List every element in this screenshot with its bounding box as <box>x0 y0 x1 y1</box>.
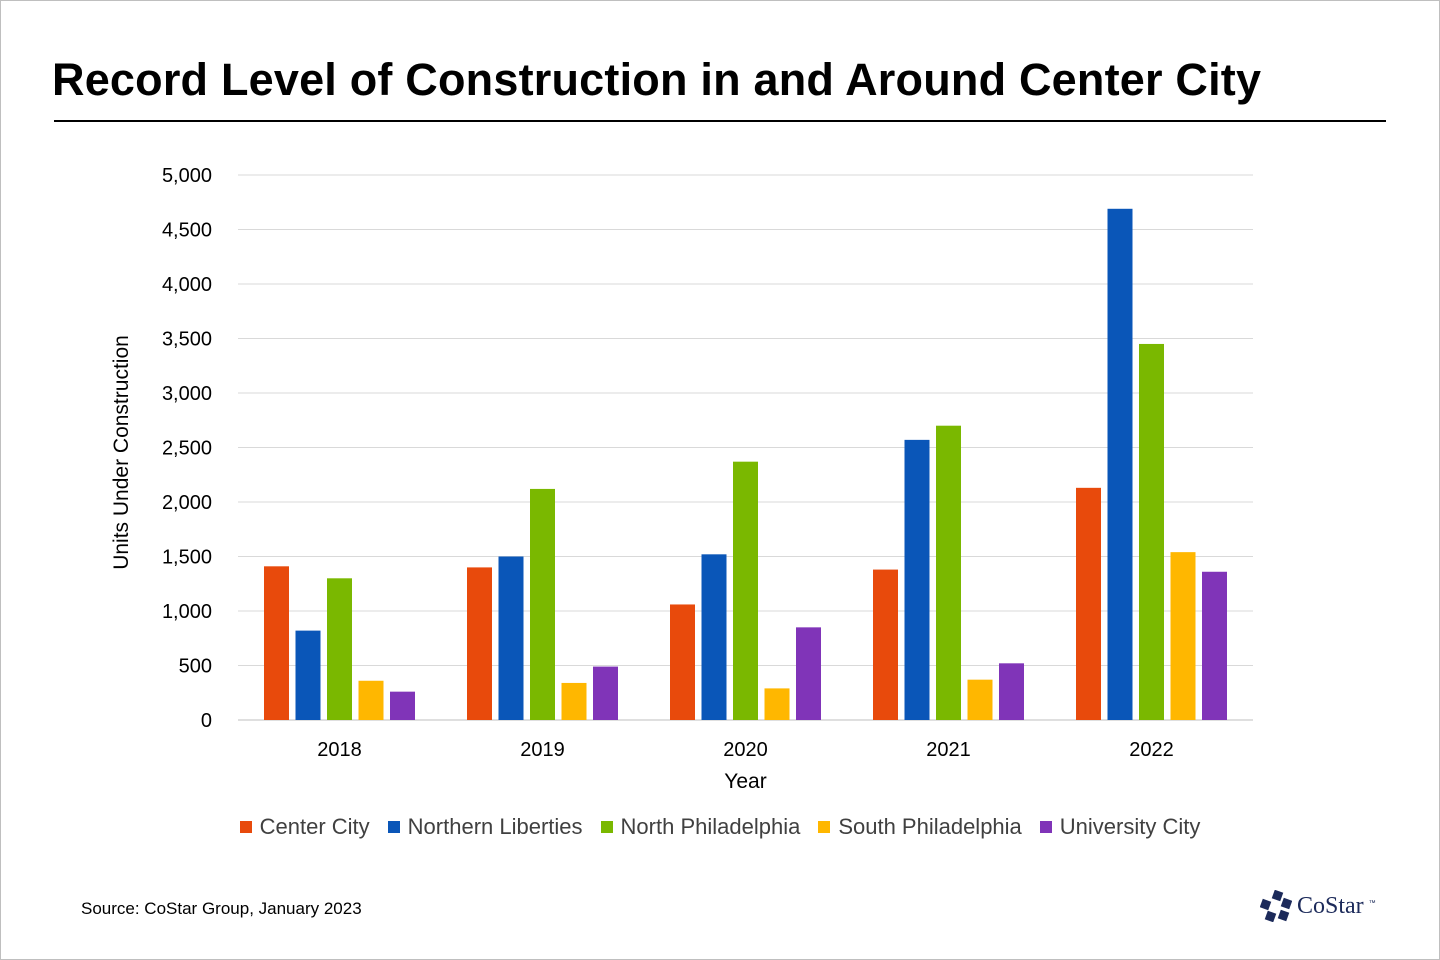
logo-trademark: ™ <box>1368 900 1376 907</box>
bar <box>295 630 321 720</box>
bar <box>904 439 930 720</box>
legend-label: North Philadelphia <box>620 814 801 839</box>
legend-item: North Philadelphia <box>600 814 801 840</box>
legend-swatch <box>1039 821 1052 833</box>
costar-star-icon <box>1260 890 1292 922</box>
legend-item: University City <box>1039 814 1201 840</box>
y-tick-label: 2,500 <box>162 438 212 460</box>
bar <box>733 461 758 720</box>
bars <box>264 208 1227 721</box>
y-tick-label: 4,500 <box>162 220 212 242</box>
legend-swatch <box>600 821 613 833</box>
y-tick-label: 0 <box>201 710 212 732</box>
legend-swatch <box>818 821 831 833</box>
y-tick-label: 3,000 <box>162 383 212 405</box>
y-tick-label: 5,000 <box>162 165 212 187</box>
bar <box>1202 571 1227 720</box>
logo-text: CoStar <box>1297 892 1364 919</box>
y-tick-label: 3,500 <box>162 329 212 351</box>
bar <box>701 554 727 720</box>
legend: Center City Northern Liberties North Phila… <box>0 814 1440 840</box>
source-note: Source: CoStar Group, January 2023 <box>81 899 362 918</box>
bar <box>593 666 618 720</box>
bar <box>1107 208 1133 721</box>
bar <box>764 688 790 720</box>
x-axis-ticks: 2018 2019 2020 2021 2022 <box>317 739 1174 761</box>
bar <box>327 578 352 720</box>
bar <box>390 691 415 720</box>
bar <box>873 569 898 720</box>
y-tick-label: 2,000 <box>162 492 212 514</box>
y-axis-title: Units Under Construction <box>110 335 133 570</box>
y-axis-ticks: 0 500 1,000 1,500 2,000 2,500 3,000 3,500 4,000 4… <box>162 165 212 732</box>
x-axis-title: Year <box>724 770 766 793</box>
x-tick-label: 2019 <box>520 739 565 761</box>
bar <box>498 556 524 720</box>
x-tick-label: 2022 <box>1129 739 1174 761</box>
bar <box>467 567 492 720</box>
legend-label: Northern Liberties <box>407 814 583 839</box>
bar <box>999 663 1024 720</box>
legend-label: University City <box>1059 814 1201 839</box>
bar <box>1076 487 1101 720</box>
x-tick-label: 2020 <box>723 739 768 761</box>
bar <box>1139 343 1164 720</box>
bar <box>264 566 289 720</box>
legend-label: Center City <box>259 814 370 839</box>
title-divider <box>54 120 1386 122</box>
costar-logo: CoStar ™ <box>1260 890 1376 922</box>
legend-item: South Philadelphia <box>818 814 1022 840</box>
bar <box>530 488 555 720</box>
bar <box>561 682 587 720</box>
legend-item: Center City <box>239 814 370 840</box>
bar <box>670 604 695 720</box>
chart-title: Record Level of Construction in and Arou… <box>52 54 1262 105</box>
x-tick-label: 2018 <box>317 739 362 761</box>
legend-swatch <box>387 821 400 833</box>
bar <box>1170 552 1196 720</box>
y-tick-label: 4,000 <box>162 274 212 296</box>
legend-item: Northern Liberties <box>387 814 583 840</box>
y-tick-label: 500 <box>179 656 212 678</box>
legend-swatch <box>239 821 252 833</box>
y-tick-label: 1,000 <box>162 601 212 623</box>
bar <box>796 627 821 720</box>
bar <box>358 680 384 720</box>
bar <box>967 679 993 720</box>
bar <box>936 425 961 720</box>
x-tick-label: 2021 <box>926 739 971 761</box>
legend-label: South Philadelphia <box>838 814 1022 839</box>
y-tick-label: 1,500 <box>162 547 212 569</box>
